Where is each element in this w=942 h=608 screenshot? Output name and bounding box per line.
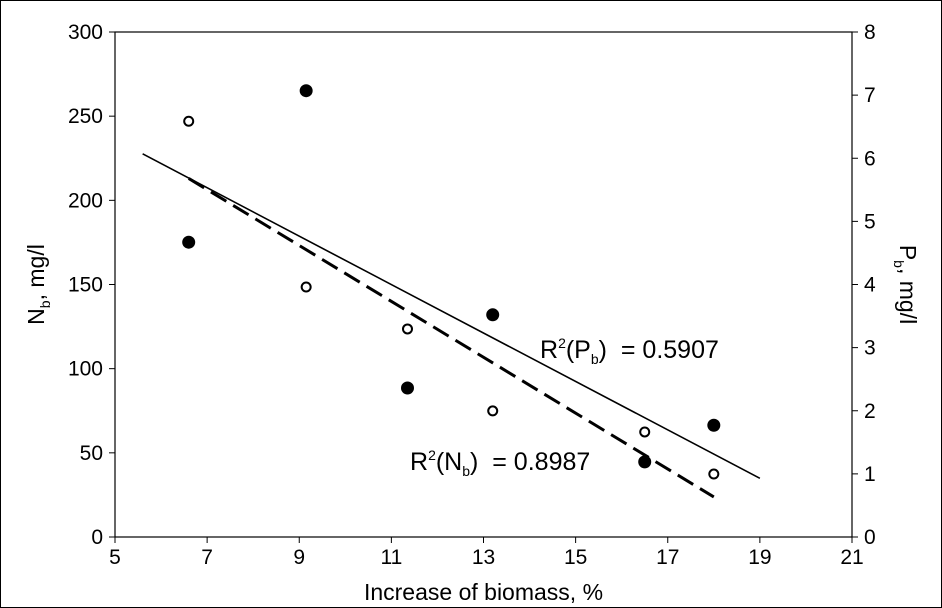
- x-axis-label: Increase of biomass, %: [364, 579, 603, 605]
- y-tick-label: 300: [68, 21, 103, 44]
- y-tick-label: 0: [91, 526, 103, 549]
- annotation-part: (N: [436, 448, 462, 476]
- data-point: [400, 381, 414, 395]
- annotation-part: (P: [566, 336, 591, 364]
- data-point: [182, 235, 196, 249]
- y-tick-label: 200: [68, 189, 103, 212]
- x-tick-label: 17: [656, 546, 679, 569]
- y2-axis-label-part: P: [895, 245, 921, 260]
- data-point: [486, 308, 500, 322]
- y-tick-label: 100: [68, 358, 103, 381]
- y2-tick-label: 4: [864, 274, 876, 297]
- y-tick-label: 50: [80, 442, 103, 465]
- y2-tick-label: 2: [864, 400, 876, 423]
- x-tick-label: 19: [748, 546, 771, 569]
- annotation-part: b: [591, 351, 599, 367]
- data-point: [300, 281, 312, 293]
- data-point: [708, 468, 720, 480]
- data-point: [639, 426, 651, 438]
- annotation-part: 2: [428, 447, 436, 463]
- trend-line: [142, 153, 761, 480]
- data-point: [707, 418, 721, 432]
- y-axis-label: Nb, mg/l: [23, 244, 53, 325]
- annotation-part: R: [540, 336, 558, 364]
- annotation-part: R: [410, 448, 428, 476]
- y2-axis-label-part: b: [891, 260, 907, 268]
- trend-line: [187, 177, 715, 499]
- y2-tick-label: 1: [864, 463, 876, 486]
- y2-tick-label: 7: [864, 84, 876, 107]
- x-tick-label: 13: [472, 546, 495, 569]
- y2-axis-label-part: , mg/l: [895, 268, 921, 324]
- y2-tick-label: 6: [864, 147, 876, 170]
- data-point: [638, 455, 652, 469]
- x-tick-label: 21: [840, 546, 863, 569]
- data-point: [487, 405, 499, 417]
- x-tick-label: 7: [201, 546, 213, 569]
- x-tick-label: 11: [380, 546, 402, 569]
- data-point: [299, 84, 313, 98]
- x-tick-label: 15: [564, 546, 587, 569]
- annotation-part: ) = 0.8987: [470, 448, 590, 476]
- y-tick-label: 150: [68, 274, 103, 297]
- annotation: R2(Nb) = 0.8987: [410, 447, 590, 479]
- y-axis-label-part: b: [37, 300, 53, 308]
- x-tick-label: 5: [109, 546, 121, 569]
- data-point: [183, 115, 195, 127]
- annotation-part: ) = 0.5907: [599, 336, 719, 364]
- y-axis-label-part: N: [23, 308, 49, 325]
- y2-tick-label: 8: [864, 21, 876, 44]
- y-axis-label-part: , mg/l: [23, 244, 49, 300]
- y2-tick-label: 0: [864, 526, 876, 549]
- y2-axis-label: Pb, mg/l: [891, 245, 921, 324]
- annotation: R2(Pb) = 0.5907: [540, 335, 719, 367]
- annotation-part: b: [462, 463, 470, 479]
- y-tick-label: 250: [68, 105, 103, 128]
- data-point: [401, 323, 413, 335]
- y2-tick-label: 3: [864, 337, 876, 360]
- x-tick-label: 9: [293, 546, 305, 569]
- annotation-part: 2: [558, 335, 566, 351]
- y2-tick-label: 5: [864, 210, 876, 233]
